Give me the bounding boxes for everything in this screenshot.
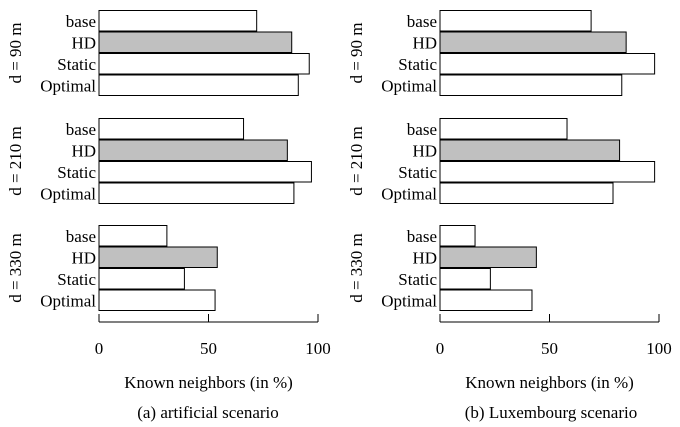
group-label: d = 210 m (347, 126, 366, 196)
category-label: base (407, 227, 437, 246)
bar-base (98, 118, 245, 140)
category-label: Static (57, 163, 96, 182)
bar-optimal (439, 74, 623, 96)
x-axis-label: Known neighbors (in %) (465, 373, 634, 392)
bar-static (439, 161, 656, 183)
bar-group: base HD Static Optimal d = 90 m (6, 10, 310, 96)
category-label: Static (398, 55, 437, 74)
bar-base (439, 10, 592, 32)
bar-group: base HD Static Optimal d = 210 m (6, 118, 312, 204)
category-label: HD (71, 33, 96, 52)
bar-group: base HD Static Optimal d = 330 m (6, 225, 218, 311)
bar-static (439, 53, 656, 75)
group-label: d = 330 m (6, 233, 25, 303)
x-tick-label: 50 (200, 339, 217, 358)
category-label: Static (398, 163, 437, 182)
chart-caption: (b) Luxembourg scenario (465, 403, 637, 422)
bar-hd (98, 31, 293, 53)
x-axis-label: Known neighbors (in %) (124, 373, 293, 392)
bar-group: base HD Static Optimal d = 90 m (347, 10, 656, 96)
bar-optimal (98, 74, 299, 96)
category-label: HD (412, 33, 437, 52)
category-label: HD (412, 248, 437, 267)
chart-panel-1: base HD Static Optimal d = 90 m base HD Static O… (347, 10, 672, 422)
x-tick-label: 100 (646, 339, 672, 358)
bar-hd (439, 31, 627, 53)
category-label: Optimal (381, 291, 437, 310)
category-label: base (407, 120, 437, 139)
bar-static (439, 268, 491, 290)
category-label: Optimal (381, 184, 437, 203)
category-label: Optimal (40, 76, 96, 95)
bar-hd (98, 246, 218, 268)
group-label: d = 90 m (347, 22, 366, 83)
bar-optimal (98, 182, 295, 204)
category-label: base (66, 227, 96, 246)
bar-optimal (439, 289, 533, 311)
group-label: d = 90 m (6, 22, 25, 83)
category-label: base (66, 12, 96, 31)
x-tick-label: 0 (436, 339, 445, 358)
bar-base (439, 225, 476, 247)
bar-hd (98, 139, 288, 161)
bar-group: base HD Static Optimal d = 330 m (347, 225, 537, 311)
bar-hd (439, 139, 621, 161)
category-label: HD (71, 248, 96, 267)
chart-panel-0: base HD Static Optimal d = 90 m base HD Static O… (6, 10, 331, 422)
bar-group: base HD Static Optimal d = 210 m (347, 118, 656, 204)
x-tick-label: 100 (305, 339, 331, 358)
x-tick-label: 0 (95, 339, 104, 358)
bar-static (98, 53, 310, 75)
category-label: Static (57, 270, 96, 289)
x-tick-label: 50 (541, 339, 558, 358)
chart-caption: (a) artificial scenario (137, 403, 279, 422)
group-label: d = 210 m (6, 126, 25, 196)
category-label: Optimal (40, 291, 96, 310)
category-label: Optimal (381, 76, 437, 95)
category-label: base (66, 120, 96, 139)
category-label: Static (398, 270, 437, 289)
bar-optimal (439, 182, 614, 204)
bar-static (98, 268, 185, 290)
bar-base (98, 10, 258, 32)
bar-base (439, 118, 568, 140)
bar-optimal (98, 289, 216, 311)
x-axis: 0 50 100 Known neighbors (in %) (95, 314, 331, 392)
category-label: HD (412, 141, 437, 160)
bar-hd (439, 246, 537, 268)
bar-base (98, 225, 168, 247)
category-label: Static (57, 55, 96, 74)
category-label: HD (71, 141, 96, 160)
bar-static (98, 161, 312, 183)
group-label: d = 330 m (347, 233, 366, 303)
category-label: base (407, 12, 437, 31)
x-axis: 0 50 100 Known neighbors (in %) (436, 314, 672, 392)
category-label: Optimal (40, 184, 96, 203)
